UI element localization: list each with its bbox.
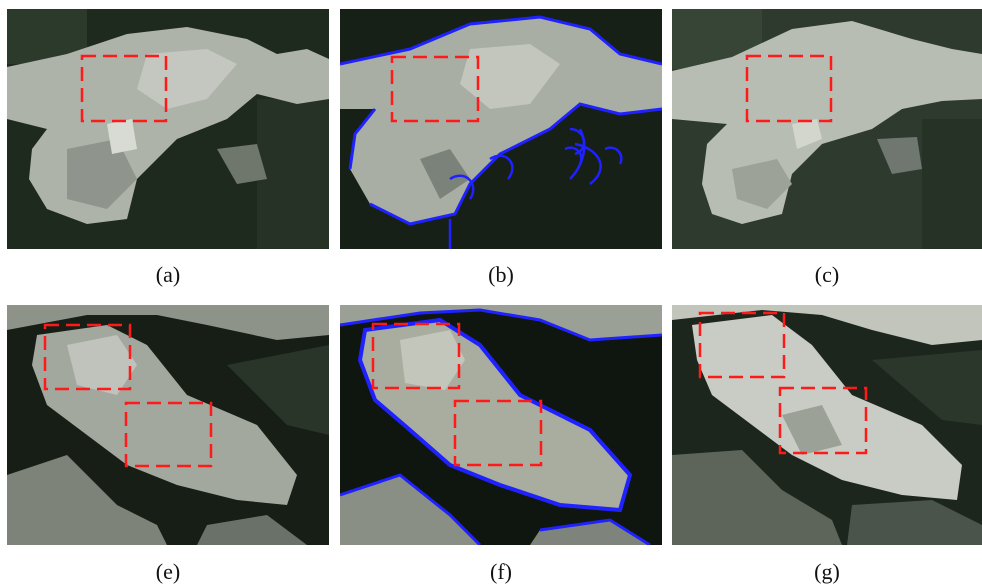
caption-g: (g)	[814, 559, 840, 584]
panel-g-image	[672, 305, 982, 545]
caption-b: (b)	[488, 262, 514, 287]
panel-a-box-1	[80, 54, 168, 123]
panel-g-box-1	[698, 311, 786, 379]
panel-f-image	[340, 305, 662, 545]
caption-e: (e)	[155, 559, 181, 584]
panel-f-box-1	[371, 322, 461, 390]
caption-f: (f)	[490, 559, 512, 584]
panel-c-box-1	[745, 54, 833, 123]
panel-b-box-1	[390, 55, 480, 123]
panel-c	[672, 9, 982, 249]
panel-a	[7, 9, 329, 249]
panel-b-image	[340, 9, 662, 249]
panel-g	[672, 305, 982, 545]
panel-e-image	[7, 305, 329, 545]
panel-g-box-2	[778, 386, 868, 455]
caption-c: (c)	[814, 262, 840, 287]
panel-b	[340, 9, 662, 249]
panel-e	[7, 305, 329, 545]
panel-e-box-1	[43, 323, 132, 391]
panel-c-image	[672, 9, 982, 249]
panel-f-box-2	[453, 399, 543, 467]
panel-e-box-2	[124, 401, 213, 468]
caption-a: (a)	[155, 262, 181, 287]
panel-a-image	[7, 9, 329, 249]
panel-f	[340, 305, 662, 545]
